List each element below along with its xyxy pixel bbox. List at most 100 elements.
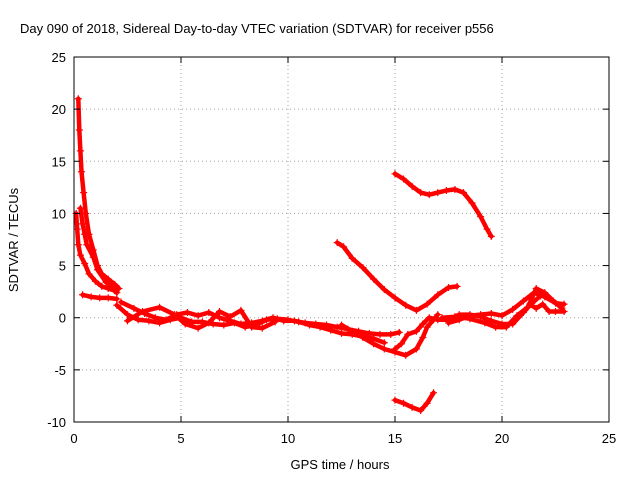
data-point-marker: [423, 323, 431, 331]
data-point-marker: [483, 225, 491, 233]
data-point-marker: [340, 243, 348, 251]
data-point-marker: [481, 319, 489, 327]
data-point-marker: [80, 189, 88, 197]
data-point-marker: [395, 328, 403, 336]
data-point-marker: [171, 311, 179, 319]
data-point-marker: [423, 399, 431, 407]
data-point-marker: [487, 232, 495, 240]
data-point-marker: [430, 389, 438, 397]
data-point-marker: [425, 314, 433, 322]
grid: [74, 57, 609, 422]
data-point-marker: [74, 95, 82, 103]
data-point-marker: [216, 314, 224, 322]
data-point-marker: [438, 314, 446, 322]
y-tick-label: 0: [59, 311, 66, 326]
data-point-marker: [434, 189, 442, 197]
data-point-marker: [391, 396, 399, 404]
data-point-marker: [492, 323, 500, 331]
axis-ticks: 0 5 10 15 20 25 -10 -5 0 5 10 15 20 25: [47, 50, 616, 446]
data-point-marker: [124, 317, 131, 325]
data-point-marker: [226, 313, 234, 321]
x-axis-label: GPS time / hours: [291, 457, 390, 472]
data-point-marker: [445, 283, 452, 291]
data-point-marker: [220, 321, 228, 329]
series-track-2: [73, 211, 117, 293]
data-point-marker: [380, 339, 388, 347]
data-point-marker: [402, 351, 410, 359]
data-point-marker: [453, 282, 461, 290]
data-point-marker: [423, 300, 431, 308]
data-point-marker: [205, 309, 213, 316]
data-point-marker: [77, 168, 85, 176]
series-track-10: [339, 312, 441, 358]
data-point-marker: [81, 259, 89, 267]
data-point-marker: [338, 321, 345, 329]
data-point-marker: [263, 316, 271, 324]
data-point-marker: [138, 307, 146, 315]
data-point-marker: [417, 407, 425, 415]
data-point-marker: [156, 319, 164, 327]
data-point-marker: [404, 330, 412, 338]
data-point-marker: [532, 304, 540, 312]
data-point-marker: [513, 312, 521, 320]
data-point-marker: [205, 319, 213, 327]
data-point-marker: [104, 294, 112, 302]
data-point-marker: [417, 189, 425, 197]
data-point-marker: [408, 403, 416, 411]
data-point-marker: [98, 282, 106, 290]
data-point-marker: [295, 318, 303, 326]
x-tick-label: 5: [177, 431, 184, 446]
data-point-marker: [91, 277, 99, 285]
data-point-marker: [83, 241, 91, 249]
data-point-marker: [545, 307, 553, 315]
data-point-marker: [477, 213, 485, 221]
data-point-marker: [271, 318, 279, 326]
data-point-marker: [502, 323, 510, 331]
data-point-marker: [445, 319, 452, 327]
data-point-marker: [419, 334, 427, 342]
x-tick-label: 15: [388, 431, 402, 446]
data-point-marker: [134, 316, 142, 324]
data-point-marker: [145, 317, 153, 325]
data-point-marker: [526, 300, 534, 308]
data-point-marker: [81, 230, 89, 238]
data-point-marker: [359, 264, 367, 272]
data-point-marker: [333, 323, 341, 331]
data-point-marker: [442, 186, 450, 194]
data-point-marker: [451, 313, 459, 321]
data-point-marker: [552, 307, 559, 315]
data-point-marker: [387, 330, 395, 338]
data-point-marker: [194, 324, 202, 332]
data-layer: [72, 95, 568, 415]
data-point-marker: [117, 298, 125, 306]
y-tick-label: -5: [54, 363, 66, 378]
data-point-marker: [327, 326, 335, 334]
data-point-marker: [408, 182, 416, 190]
data-point-marker: [216, 307, 224, 315]
data-point-marker: [113, 295, 121, 303]
data-point-marker: [76, 204, 84, 212]
data-point-marker: [194, 312, 202, 320]
data-point-marker: [76, 251, 84, 259]
data-point-marker: [183, 309, 191, 316]
data-point-marker: [459, 189, 467, 197]
data-point-marker: [402, 301, 410, 309]
data-point-marker: [391, 345, 399, 353]
data-point-marker: [380, 345, 388, 353]
data-point-marker: [370, 275, 378, 283]
data-point-marker: [87, 293, 95, 301]
data-point-marker: [248, 323, 256, 331]
data-point-marker: [156, 303, 164, 311]
data-point-marker: [130, 304, 138, 312]
data-point-marker: [305, 321, 313, 329]
data-point-marker: [560, 300, 568, 308]
y-axis-label: SDTVAR / TECUs: [6, 187, 21, 292]
y-tick-label: 5: [59, 259, 66, 274]
data-point-marker: [96, 294, 104, 302]
data-point-marker: [181, 320, 189, 328]
y-tick-label: 20: [52, 102, 66, 117]
data-point-marker: [412, 345, 420, 353]
data-point-marker: [487, 310, 495, 318]
data-point-marker: [79, 291, 87, 299]
data-point-marker: [333, 239, 341, 247]
